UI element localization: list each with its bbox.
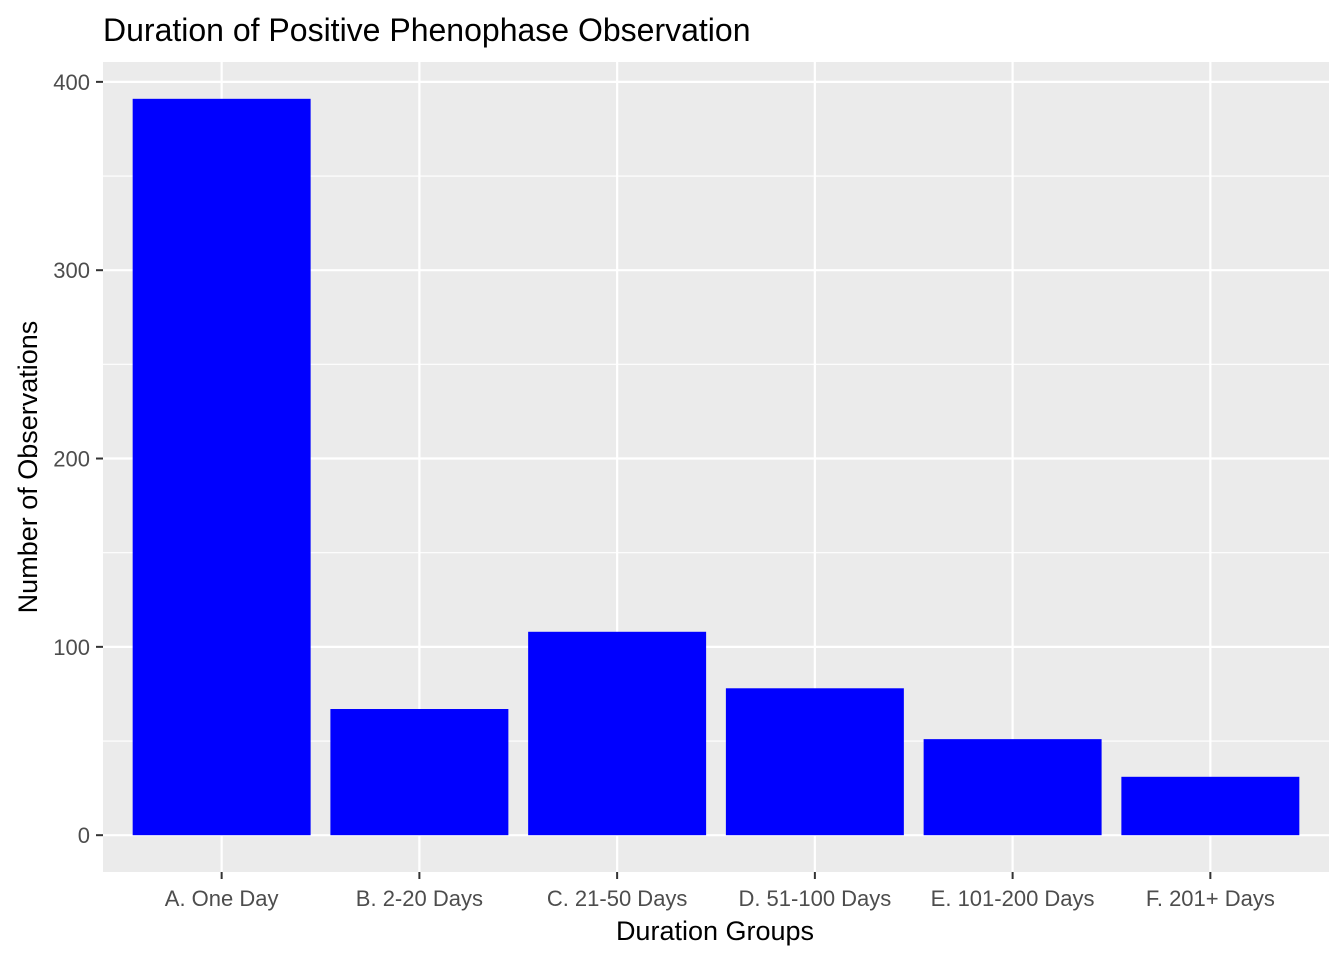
bar — [132, 98, 311, 836]
bar — [1121, 776, 1300, 836]
y-tick-label: 0 — [78, 823, 90, 848]
x-tick-label: D. 51-100 Days — [738, 886, 891, 911]
x-tick-label: C. 21-50 Days — [547, 886, 688, 911]
bar — [528, 631, 707, 836]
x-tick-label: E. 101-200 Days — [931, 886, 1095, 911]
y-axis-title: Number of Observations — [13, 321, 43, 614]
x-tick-label: B. 2-20 Days — [356, 886, 483, 911]
y-tick-label: 100 — [53, 635, 90, 660]
bar — [923, 739, 1102, 836]
y-axis: 0 100 200 300 400 — [53, 70, 103, 848]
bar — [330, 709, 509, 836]
x-tick-label: F. 201+ Days — [1146, 886, 1275, 911]
x-axis-title: Duration Groups — [616, 916, 814, 946]
x-axis: A. One Day B. 2-20 Days C. 21-50 Days D. 51… — [165, 872, 1275, 911]
chart-title: Duration of Positive Phenophase Observat… — [103, 12, 751, 48]
y-tick-label: 200 — [53, 447, 90, 472]
y-tick-label: 400 — [53, 70, 90, 95]
x-tick-label: A. One Day — [165, 886, 279, 911]
y-tick-label: 300 — [53, 258, 90, 283]
bars — [132, 98, 1300, 836]
bar — [725, 688, 904, 836]
